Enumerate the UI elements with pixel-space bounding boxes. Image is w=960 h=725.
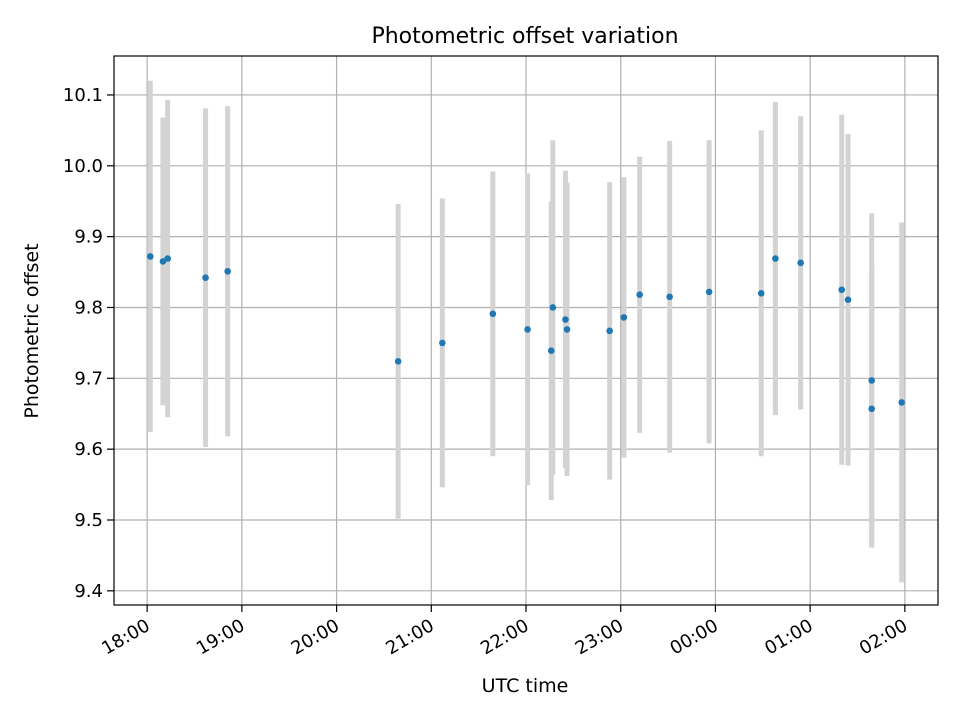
data-point [159,258,167,265]
data-point [562,316,569,323]
data-point [547,347,555,354]
y-tick-label: 9.6 [74,439,103,460]
data-point [394,358,402,365]
y-tick-label: 9.4 [74,581,103,602]
data-point [524,326,531,333]
y-tick-label: 9.7 [74,368,103,389]
data-point [606,327,613,335]
y-tick-label: 9.5 [74,510,103,531]
y-tick-label: 9.9 [74,227,103,248]
data-point [164,255,171,262]
data-point [202,274,209,282]
data-point [772,255,779,262]
y-tick-label: 10.0 [63,156,103,177]
y-tick-label: 9.8 [74,297,103,318]
data-point [757,290,765,297]
chart-title: Photometric offset variation [371,24,678,49]
data-point [147,253,154,260]
data-point [868,377,876,384]
data-point [705,288,713,296]
data-point [844,296,852,303]
data-points [147,253,905,413]
data-point [563,326,571,333]
y-axis-label: Photometric offset [21,243,43,418]
data-point [620,314,628,321]
data-point [666,293,673,301]
y-tick-label: 10.1 [63,85,103,106]
data-point [797,259,804,267]
y-axis-ticks: 9.4 9.5 9.6 9.7 9.8 9.9 10.0 10.1 [63,85,114,602]
data-point [489,310,497,318]
data-point [439,339,446,347]
data-point [549,304,557,311]
data-point [898,399,905,406]
x-axis-label: UTC time [482,675,569,697]
data-point [636,291,643,299]
data-point [838,286,846,294]
data-point [224,268,231,275]
data-point [868,405,876,413]
